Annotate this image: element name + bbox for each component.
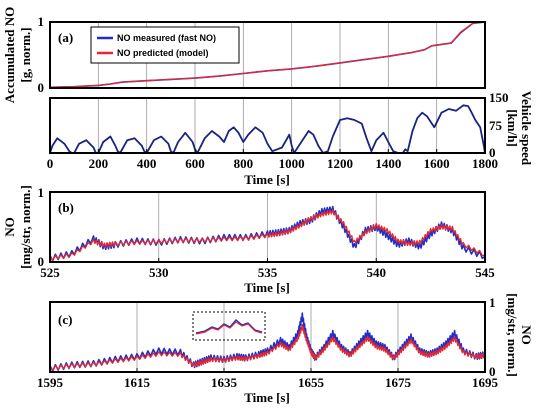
x-tick-label: 1200 [327, 156, 353, 171]
x-tick-label: 0 [47, 156, 54, 171]
x-tick-label: 600 [185, 156, 205, 171]
series-line-predicted [49, 208, 486, 261]
y-axis-label-right-line1: NO [519, 325, 534, 345]
series-line-vehicle-speed [49, 104, 486, 154]
x-tick-label: 1000 [279, 156, 305, 171]
x-tick-label: 1635 [211, 375, 238, 390]
legend-label-measured: NO measured (fast NO) [117, 33, 216, 43]
x-tick-label: 540 [367, 265, 387, 280]
series-line-predicted [49, 21, 486, 88]
x-axis-label: Time [s] [244, 280, 290, 295]
y-axis-label-right-line1: Vehicle speed [519, 91, 534, 166]
y-tick-label-right: 0 [489, 145, 496, 160]
panel-b-tag: (b) [58, 200, 74, 215]
y-tick-label-right: 150 [489, 90, 509, 105]
y-tick-label: 1 [38, 14, 45, 29]
series-line-predicted [49, 323, 486, 371]
y-axis-label-right-line2: [mg/str, norm.] [505, 293, 520, 377]
x-axis-label: Time [s] [244, 390, 290, 405]
x-tick-label: 1400 [375, 156, 401, 171]
panel-b-no: (b) 525 530 535 540 545 1 0 NO [mg/str, norm… [2, 185, 495, 295]
y-axis-label-line2: [mg/str, norm.] [18, 185, 33, 269]
y-axis-label-line1: Accumulated NO [2, 7, 17, 103]
x-tick-label: 535 [258, 265, 278, 280]
y-tick-label: 1 [38, 185, 45, 200]
legend: NO measured (fast NO) NO predicted (mode… [90, 26, 240, 64]
x-tick-label: 1695 [472, 375, 499, 390]
panel-a-top-frame [49, 21, 486, 89]
y-axis-label-line1: NO [2, 217, 17, 237]
x-tick-label: 1615 [124, 375, 151, 390]
x-tick-label: 400 [137, 156, 157, 171]
panel-a-speed-frame [49, 97, 486, 154]
y-tick-label-right: 75 [489, 118, 503, 133]
panel-a-accumulated-no: (a) 1 0 Accumulated NO [g, norm.] NO mea… [2, 7, 486, 103]
x-tick-label: 1800 [472, 156, 498, 171]
x-tick-label: 1595 [37, 375, 64, 390]
legend-label-predicted: NO predicted (model) [117, 48, 209, 58]
y-tick-label-right: 0 [489, 364, 496, 379]
panel-a-tag: (a) [58, 30, 73, 45]
y-tick-label-right: 1 [489, 295, 496, 310]
x-tick-label: 200 [89, 156, 109, 171]
x-tick-label: 1675 [385, 375, 412, 390]
x-tick-label: 525 [40, 265, 60, 280]
x-tick-label: 545 [475, 265, 495, 280]
x-axis-label: Time [s] [244, 172, 290, 187]
panel-c-no: (c) 1595 1615 1635 1655 1675 1695 1 0 NO [mg/… [37, 293, 534, 405]
panel-a-vehicle-speed: 0 200 400 600 800 1000 1200 1400 1600 1800 150 75… [47, 90, 534, 187]
panel-c-frame [49, 301, 486, 373]
y-axis-label-right-line2: [km/h] [505, 109, 520, 147]
inset-zoom-box [192, 311, 266, 341]
y-tick-label: 0 [38, 80, 45, 95]
x-tick-label: 1655 [298, 375, 325, 390]
x-tick-label: 530 [149, 265, 169, 280]
panel-c-tag: (c) [58, 312, 72, 327]
x-tick-label: 800 [234, 156, 254, 171]
y-tick-label: 0 [38, 254, 45, 269]
x-tick-label: 1600 [424, 156, 450, 171]
y-axis-label-line2: [g, norm.] [18, 27, 33, 82]
